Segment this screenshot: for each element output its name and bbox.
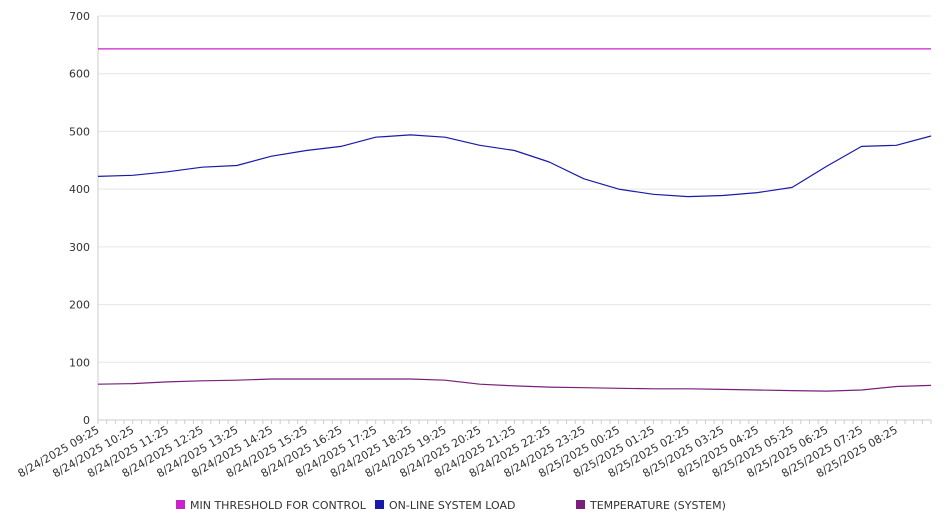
y-tick-label: 600 xyxy=(69,68,90,81)
series-line-2 xyxy=(97,378,932,392)
series-lines xyxy=(97,48,932,392)
legend-label: MIN THRESHOLD FOR CONTROL xyxy=(190,499,367,512)
legend-swatch xyxy=(375,500,384,509)
y-tick-label: 700 xyxy=(69,10,90,23)
y-tick-label: 0 xyxy=(83,414,90,427)
legend-label: TEMPERATURE (SYSTEM) xyxy=(589,499,726,512)
y-tick-label: 200 xyxy=(69,299,90,312)
x-axis-ticks: 8/24/2025 09:258/24/2025 10:258/24/2025 … xyxy=(16,423,900,480)
y-tick-label: 100 xyxy=(69,356,90,369)
y-axis-ticks: 0 100 200 300 400 500 600 700 xyxy=(69,10,90,427)
y-tick-label: 300 xyxy=(69,241,90,254)
legend-label: ON-LINE SYSTEM LOAD xyxy=(389,499,515,512)
y-tick-label: 400 xyxy=(69,183,90,196)
legend-swatch xyxy=(176,500,185,509)
axes xyxy=(97,16,932,424)
legend-swatch xyxy=(576,500,585,509)
y-tick-label: 500 xyxy=(69,125,90,138)
gridlines xyxy=(98,15,931,421)
series-line-1 xyxy=(97,134,932,198)
legend: MIN THRESHOLD FOR CONTROL ON-LINE SYSTEM … xyxy=(176,499,726,512)
